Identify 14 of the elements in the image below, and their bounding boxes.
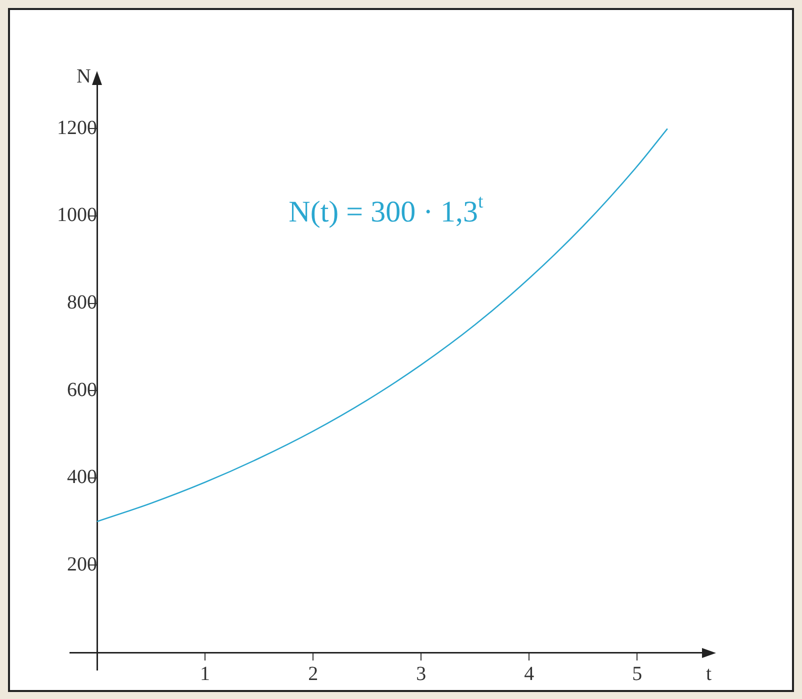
x-axis-title: t xyxy=(706,662,712,685)
y-tick-label: 200 xyxy=(67,553,98,576)
y-tick-label: 800 xyxy=(67,292,98,314)
x-tick-label: 4 xyxy=(524,662,534,685)
y-tick-label: 1200 xyxy=(57,116,98,139)
y-tick-label: 400 xyxy=(67,466,98,488)
y-tick-label: 600 xyxy=(67,378,98,401)
line-series xyxy=(96,128,668,522)
y-tick-label: 1000 xyxy=(57,204,98,226)
x-tick-label: 3 xyxy=(416,662,426,685)
y-axis-title: N xyxy=(76,65,92,88)
x-tick-label: 5 xyxy=(632,662,642,685)
x-tick-label: 1 xyxy=(200,662,210,685)
x-tick-label: 2 xyxy=(308,662,318,685)
